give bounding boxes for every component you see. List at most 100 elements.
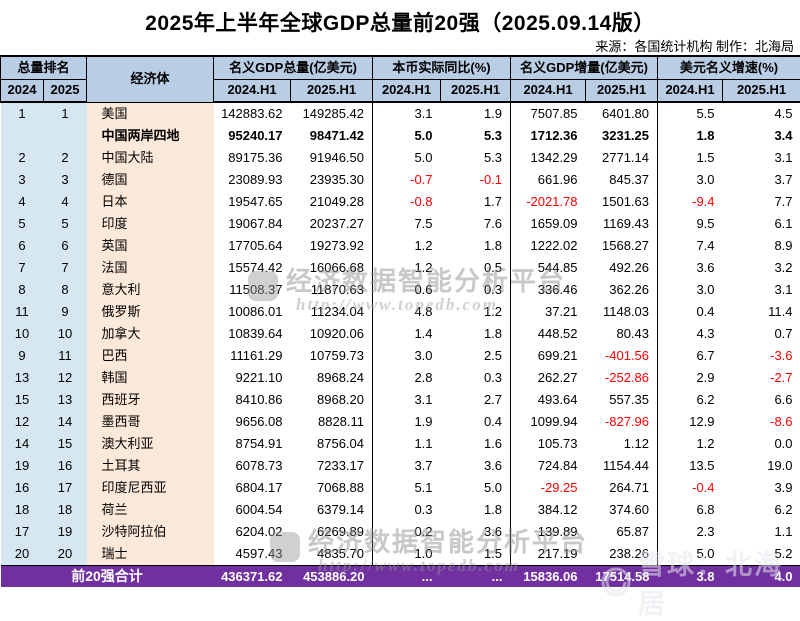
economy-cell: 美国 <box>87 102 214 125</box>
value-cell: 374.60 <box>586 499 658 521</box>
value-cell: 6.7 <box>658 345 723 367</box>
value-cell: 362.26 <box>586 279 658 301</box>
value-cell: 6401.80 <box>586 102 658 125</box>
value-cell: 3.6 <box>658 257 723 279</box>
value-cell: 6.1 <box>723 213 800 235</box>
rank-2025-cell: 14 <box>44 411 87 433</box>
rank-2024-cell: 14 <box>1 433 44 455</box>
value-cell: 5.1 <box>373 477 441 499</box>
value-cell: 9656.08 <box>214 411 291 433</box>
value-cell: 5.0 <box>658 543 723 566</box>
rank-2025-cell: 17 <box>44 477 87 499</box>
value-cell: 8.9 <box>723 235 800 257</box>
value-cell: 4835.70 <box>291 543 373 566</box>
value-cell: 1.1 <box>723 521 800 543</box>
value-cell: 7.7 <box>723 191 800 213</box>
value-cell: 7.5 <box>373 213 441 235</box>
rank-2025-cell: 8 <box>44 279 87 301</box>
rank-2025-cell <box>44 125 87 147</box>
value-cell: 0.7 <box>723 323 800 345</box>
value-cell: 1659.09 <box>511 213 586 235</box>
economy-cell: 瑞士 <box>87 543 214 566</box>
value-cell: 0.3 <box>441 279 511 301</box>
economy-cell: 墨西哥 <box>87 411 214 433</box>
value-cell: 1.6 <box>441 433 511 455</box>
economy-cell: 德国 <box>87 169 214 191</box>
value-cell: 11508.37 <box>214 279 291 301</box>
value-cell: 9221.10 <box>214 367 291 389</box>
value-cell: -0.7 <box>373 169 441 191</box>
value-cell: -9.4 <box>658 191 723 213</box>
value-cell: -0.8 <box>373 191 441 213</box>
value-cell: 4.5 <box>723 102 800 125</box>
value-cell: 3.2 <box>723 257 800 279</box>
value-cell: 0.3 <box>373 499 441 521</box>
value-cell: 3231.25 <box>586 125 658 147</box>
sub-header-cell: 2025.H1 <box>291 79 373 102</box>
value-cell: 1501.63 <box>586 191 658 213</box>
value-cell: 139.89 <box>511 521 586 543</box>
value-cell: 3.7 <box>373 455 441 477</box>
rank-2024-cell: 16 <box>1 477 44 499</box>
value-cell: 544.85 <box>511 257 586 279</box>
value-cell: 217.19 <box>511 543 586 566</box>
value-cell: 10839.64 <box>214 323 291 345</box>
rank-2024-cell: 3 <box>1 169 44 191</box>
value-cell: 5.3 <box>441 147 511 169</box>
value-cell: 2.9 <box>658 367 723 389</box>
rank-2024-cell: 1 <box>1 102 44 125</box>
value-cell: 1.2 <box>373 235 441 257</box>
rank-2025-cell: 1 <box>44 102 87 125</box>
rank-2025-cell: 10 <box>44 323 87 345</box>
sub-header-cell: 2025 <box>44 79 87 102</box>
value-cell: 10086.01 <box>214 301 291 323</box>
economy-cell: 法国 <box>87 257 214 279</box>
economy-cell: 沙特阿拉伯 <box>87 521 214 543</box>
value-cell: 6078.73 <box>214 455 291 477</box>
value-cell: 6004.54 <box>214 499 291 521</box>
value-cell: 0.2 <box>373 521 441 543</box>
value-cell: 1.2 <box>373 257 441 279</box>
value-cell: 5.5 <box>658 102 723 125</box>
value-cell: 142883.62 <box>214 102 291 125</box>
value-cell: -3.6 <box>723 345 800 367</box>
value-cell: 336.46 <box>511 279 586 301</box>
value-cell: 6.6 <box>723 389 800 411</box>
economy-cell: 中国两岸四地 <box>87 125 214 147</box>
value-cell: 557.35 <box>586 389 658 411</box>
value-cell: -2021.78 <box>511 191 586 213</box>
value-cell: 95240.17 <box>214 125 291 147</box>
value-cell: 8754.91 <box>214 433 291 455</box>
value-cell: 8968.20 <box>291 389 373 411</box>
value-cell: 5.3 <box>441 125 511 147</box>
value-cell: 1.4 <box>373 323 441 345</box>
rank-2025-cell: 9 <box>44 301 87 323</box>
value-cell: 0.3 <box>441 367 511 389</box>
rank-2025-cell: 2 <box>44 147 87 169</box>
value-cell: 8828.11 <box>291 411 373 433</box>
value-cell: 16066.68 <box>291 257 373 279</box>
value-cell: 3.6 <box>441 521 511 543</box>
sub-header-cell: 2025.H1 <box>586 79 658 102</box>
value-cell: 1222.02 <box>511 235 586 257</box>
value-cell: 3.1 <box>723 279 800 301</box>
value-cell: 1.7 <box>441 191 511 213</box>
value-cell: 15574.42 <box>214 257 291 279</box>
rank-2024-cell: 19 <box>1 455 44 477</box>
value-cell: 3.1 <box>723 147 800 169</box>
value-cell: 19273.92 <box>291 235 373 257</box>
rank-2025-cell: 18 <box>44 499 87 521</box>
value-cell: 3.7 <box>723 169 800 191</box>
value-cell: -2.7 <box>723 367 800 389</box>
value-cell: -401.56 <box>586 345 658 367</box>
economy-cell: 意大利 <box>87 279 214 301</box>
rank-2024-cell: 10 <box>1 323 44 345</box>
value-cell: 384.12 <box>511 499 586 521</box>
economy-cell: 英国 <box>87 235 214 257</box>
